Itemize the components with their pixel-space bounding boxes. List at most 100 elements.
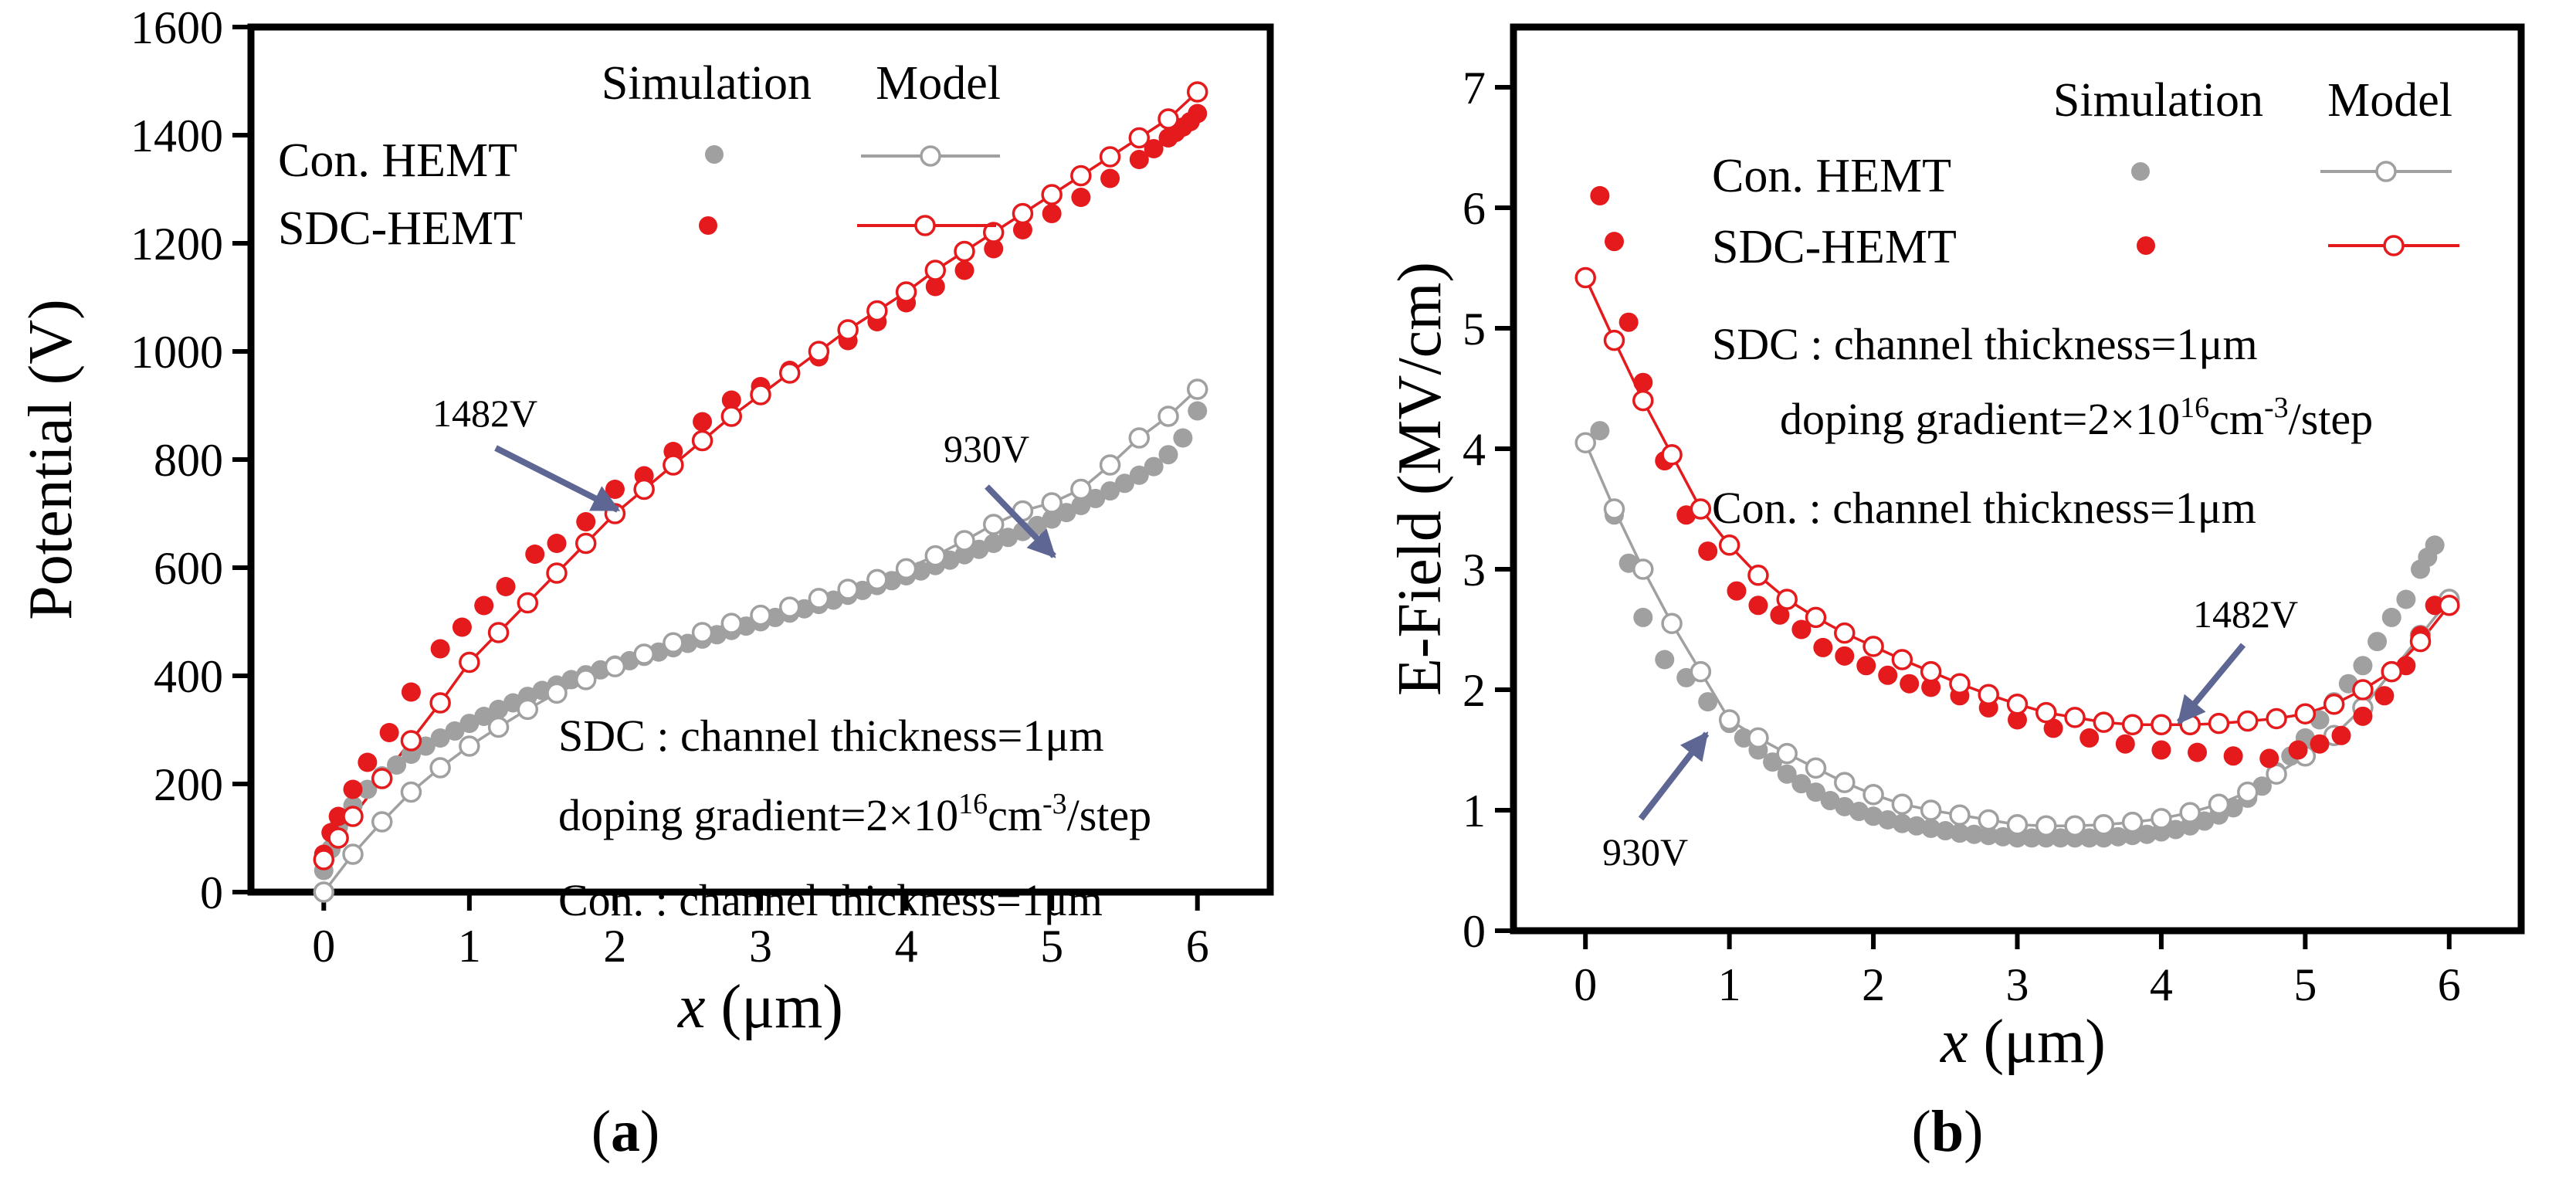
model-point [1128,127,1151,149]
model-point [837,319,859,341]
sim-point [547,534,567,553]
model-point [1949,673,1971,694]
model-point [2237,781,2259,803]
x-tick-label: 5 [2293,959,2317,1010]
x-axis-unit: (μm) [706,973,843,1041]
model-point [720,405,743,427]
model-point [1690,498,1712,520]
arrow-label-1482v: 1482V [432,392,537,435]
sim-point [721,390,741,410]
y-tick-label: 1600 [130,2,223,53]
x-tick-label: 6 [1186,921,1209,972]
model-point [2208,793,2230,815]
model-point [1776,742,1798,765]
model-point [2294,703,2317,724]
sim-point [1734,728,1754,748]
sim-point [1770,605,1790,625]
annotation-doping-gradient: doping gradient=2×1016cm-3/step [1780,392,2373,444]
sim-point [2368,632,2388,652]
annotation-doping-sup1: 16 [2180,392,2209,424]
model-point [371,768,393,789]
sim-point [1900,674,1920,694]
model-point [1070,165,1092,187]
sim-point [1129,465,1149,485]
x-tick-label: 2 [603,921,626,972]
x-axis-var: x [1940,1008,1968,1076]
annotation-doping-step: /step [1067,790,1152,840]
y-tick-label: 2 [1463,665,1486,716]
model-point [1747,565,1769,586]
annotation-doping-step: /step [2289,394,2374,444]
sim-point [1590,421,1610,441]
model-point [2151,714,2172,735]
model-point [1805,757,1827,779]
model-point [1661,444,1683,466]
model-point [2121,714,2144,735]
model-point [895,281,917,303]
legend-col-simulation: Simulation [2053,74,2263,127]
sim-point [1071,188,1091,207]
x-axis-label: x (μm) [677,973,843,1041]
sim-point [1698,692,1718,712]
model-point [778,362,801,384]
annotation-doping-text: doping gradient=2×10 [558,790,958,840]
model-point [2035,701,2057,724]
model-point [1186,81,1208,103]
model-point [1099,454,1121,476]
model-point [1891,649,1913,670]
x-tick-label: 5 [1040,921,1063,972]
legend-row-sdc: SDC-HEMT [278,202,523,255]
model-point [895,558,917,580]
model-point [2151,808,2172,830]
sim-point [1791,619,1812,640]
panel-letter: b [1931,1099,1964,1164]
sim-point [1813,637,1833,657]
sim-point [1964,824,1985,844]
sim-point [496,577,516,596]
model-point [342,806,364,827]
y-tick-label: 200 [154,759,223,810]
y-axis-label: Potential (V) [17,299,85,619]
legend-model-marker-sdc [2383,235,2405,256]
y-tick-label: 6 [1463,183,1486,234]
model-point [1603,498,1625,520]
legend-sim-dot-con [2131,162,2150,181]
annotation-sdc-thickness: SDC : channel thickness=1μm [558,711,1104,761]
model-point [1920,660,1942,683]
annotation-sdc-thickness: SDC : channel thickness=1μm [1712,319,2258,369]
y-tick-label: 1200 [130,219,223,270]
sim-point [2353,706,2373,726]
sim-point [1698,541,1718,562]
sim-point [984,534,1004,553]
legend-model-marker-sdc [914,215,936,236]
sim-point [1188,103,1208,124]
sim-point [452,617,472,637]
model-point [2352,679,2374,701]
sim-point [2374,686,2395,706]
sim-point [1878,665,1898,685]
model-point [459,735,480,757]
panel-label: (b) [1912,1099,1984,1164]
model-point [1128,427,1151,449]
model-point [808,588,830,609]
model-point [924,545,947,567]
legend-row-con: Con. HEMT [278,134,517,187]
model-point [1041,184,1063,205]
model-point [459,651,480,674]
sim-point [1935,821,1955,841]
model-point [866,568,888,591]
legend-col-model: Model [876,57,1001,110]
sim-point [998,528,1019,548]
sim-point [1100,481,1120,501]
sim-point [1921,677,1941,697]
model-point [982,222,1005,243]
model-point [546,682,568,704]
data-marks [1574,185,2460,848]
annotation-doping-sup1: 16 [958,788,988,820]
sim-point [1618,312,1639,332]
model-point [487,716,510,738]
model-point [1186,378,1208,400]
panel-letter: a [611,1099,640,1164]
model-point [1718,709,1740,731]
legend-model-marker-con [920,145,941,167]
